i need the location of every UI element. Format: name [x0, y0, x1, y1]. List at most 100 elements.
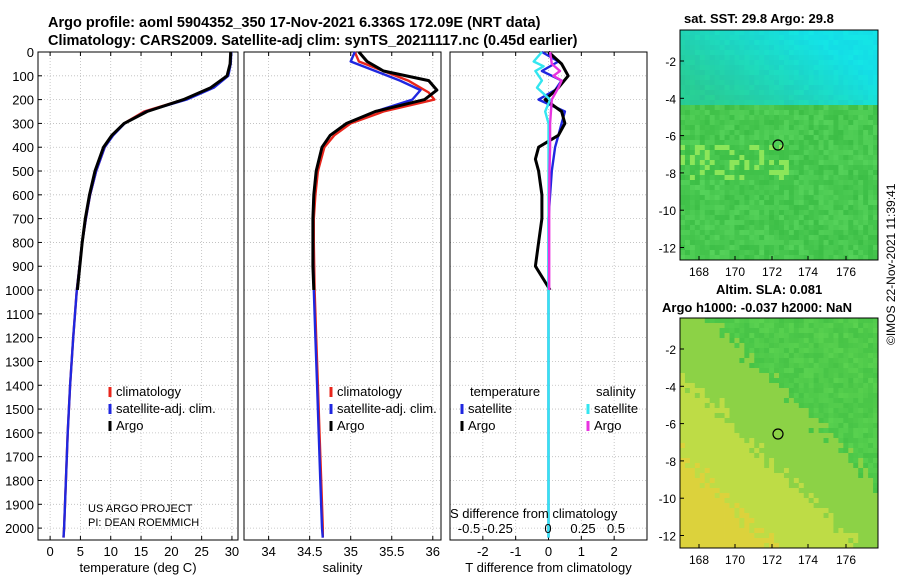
map-cell	[853, 438, 859, 444]
map-cell	[818, 408, 824, 414]
map-cell	[833, 110, 839, 116]
map-cell	[734, 195, 740, 201]
map-cell	[764, 40, 770, 46]
map-cell	[783, 333, 790, 339]
map-cell	[699, 388, 706, 394]
x-tick-label: 0	[545, 544, 552, 559]
map-cell	[734, 175, 740, 181]
map-cell	[744, 250, 750, 256]
map-cell	[739, 120, 745, 126]
map-cell	[823, 205, 829, 211]
map-cell	[828, 448, 834, 454]
map-cell	[818, 75, 824, 81]
map-cell	[838, 503, 844, 509]
map-cell	[699, 205, 706, 211]
map-cell	[803, 383, 810, 389]
map-cell	[714, 55, 720, 61]
map-cell	[739, 205, 745, 211]
map-cell	[689, 488, 696, 494]
map-cell	[833, 35, 839, 41]
map-cell	[873, 338, 879, 344]
map-cell	[779, 503, 785, 509]
map-cell	[828, 408, 834, 414]
map-cell	[724, 255, 730, 261]
map-cell	[704, 358, 711, 364]
map-cell	[868, 130, 874, 136]
map-cell	[873, 230, 879, 236]
map-cell	[823, 338, 829, 344]
map-cell	[803, 378, 810, 384]
map-cell	[754, 210, 760, 216]
map-cell	[719, 190, 725, 196]
map-cell	[783, 95, 790, 101]
map-cell	[808, 35, 815, 41]
map-cell	[744, 255, 750, 261]
map-cell	[788, 100, 795, 106]
map-cell	[788, 408, 795, 414]
map-cell	[848, 328, 854, 334]
map-cell	[749, 210, 755, 216]
map-cell	[813, 433, 819, 439]
map-cell	[764, 518, 770, 524]
x-tick-label: 2	[611, 544, 618, 559]
map-cell	[680, 185, 686, 191]
map-cell	[848, 125, 854, 131]
map-cell	[680, 205, 686, 211]
map-cell	[868, 235, 874, 241]
map-cell	[813, 503, 819, 509]
map-cell	[714, 448, 720, 454]
map-cell	[719, 363, 725, 369]
map-cell	[724, 150, 730, 156]
map-cell	[719, 175, 725, 181]
map-cell	[759, 185, 765, 191]
map-cell	[798, 240, 805, 246]
map-cell	[729, 418, 735, 424]
map-cell	[848, 458, 854, 464]
map-cell	[704, 433, 711, 439]
map-cell	[764, 413, 770, 419]
map-cell	[749, 75, 755, 81]
map-cell	[779, 45, 785, 51]
map-cell	[774, 150, 780, 156]
map-cell	[694, 175, 701, 181]
map-cell	[709, 423, 716, 429]
map-cell	[739, 503, 745, 509]
map-cell	[739, 358, 745, 364]
map-cell	[759, 328, 765, 334]
map-cell	[808, 245, 815, 251]
map-cell	[680, 35, 686, 41]
map-cell	[848, 368, 854, 374]
map-cell	[813, 338, 819, 344]
map-cell	[853, 225, 859, 231]
map-cell	[684, 65, 691, 71]
map-cell	[719, 373, 725, 379]
map-cell	[779, 55, 785, 61]
map-cell	[699, 428, 706, 434]
map-cell	[853, 318, 859, 324]
map-cell	[749, 135, 755, 141]
map-cell	[694, 170, 701, 176]
map-cell	[848, 483, 854, 489]
map-cell	[828, 35, 834, 41]
map-cell	[823, 170, 829, 176]
map-cell	[863, 373, 869, 379]
map-cell	[709, 205, 716, 211]
map-cell	[793, 468, 800, 474]
map-cell	[714, 130, 720, 136]
map-cell	[759, 170, 765, 176]
map-cell	[769, 155, 775, 161]
map-cell	[734, 413, 740, 419]
map-cell	[818, 130, 824, 136]
map-cell	[803, 443, 810, 449]
map-cell	[813, 438, 819, 444]
map-cell	[709, 185, 716, 191]
map-cell	[684, 538, 691, 544]
map-cell	[684, 508, 691, 514]
map-cell	[858, 70, 864, 76]
map-cell	[704, 140, 711, 146]
map-cell	[754, 498, 760, 504]
map-cell	[729, 353, 735, 359]
map-cell	[873, 383, 879, 389]
map-cell	[798, 125, 805, 131]
map-cell	[759, 503, 765, 509]
